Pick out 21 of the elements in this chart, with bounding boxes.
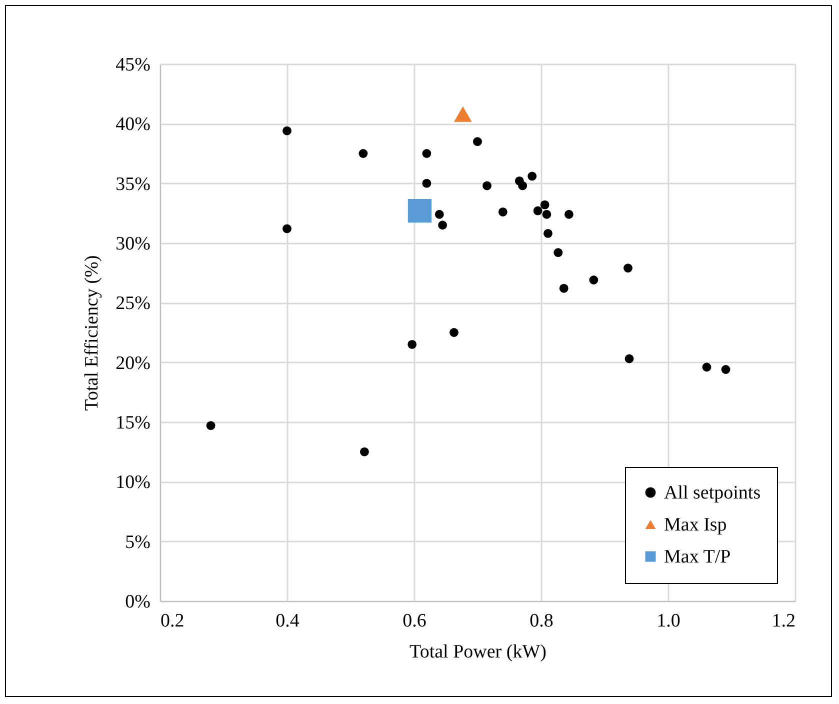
y-tick-label: 30% — [116, 234, 151, 254]
y-tick-label: 25% — [116, 293, 151, 314]
x-tick-label: 1.2 — [772, 610, 796, 632]
y-tick-label: 5% — [125, 532, 151, 553]
x-tick-label: 0.4 — [276, 610, 300, 632]
legend-label: Max T/P — [664, 546, 731, 568]
x-tick-label: 1.0 — [656, 610, 680, 632]
legend-label: Max Isp — [664, 514, 727, 536]
x-axis-title: Total Power (kW) — [410, 642, 546, 662]
x-tick-label: 0.6 — [402, 610, 426, 632]
x-tick-label: 0.2 — [160, 610, 184, 632]
y-tick-label: 15% — [116, 412, 151, 434]
y-tick-label: 35% — [116, 174, 151, 195]
y-tick-label: 20% — [116, 352, 151, 374]
y-axis-title: Total Efficiency (%) — [82, 255, 103, 411]
y-tick-label: 45% — [116, 54, 151, 76]
y-tick-label: 0% — [125, 592, 151, 612]
y-tick-label: 10% — [116, 472, 151, 494]
x-tick-label: 0.8 — [530, 610, 554, 632]
legend-label: All setpoints — [664, 482, 761, 504]
y-tick-label: 40% — [116, 114, 151, 136]
